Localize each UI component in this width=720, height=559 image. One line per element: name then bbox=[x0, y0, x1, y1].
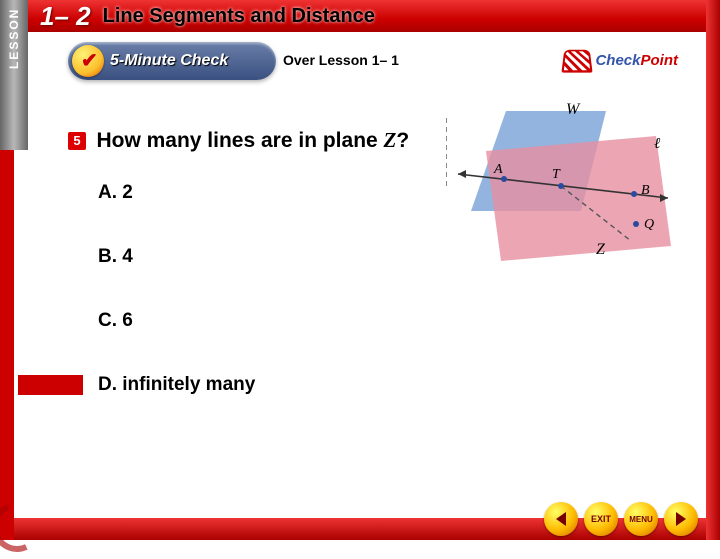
nav-buttons: EXIT MENU bbox=[544, 502, 698, 536]
answer-d-text: D. infinitely many bbox=[98, 374, 255, 395]
checkpoint-text-2: Point bbox=[641, 52, 679, 69]
border-right bbox=[706, 0, 720, 540]
question-variable: Z bbox=[384, 128, 397, 152]
nav-prev-button[interactable] bbox=[544, 502, 578, 536]
checkpoint-text-1: Check bbox=[595, 52, 640, 69]
answer-d[interactable]: D. infinitely many bbox=[98, 374, 255, 396]
question-text: How many lines are in plane Z? bbox=[96, 129, 409, 152]
label-t: T bbox=[552, 167, 561, 182]
answer-c[interactable]: C. 6 bbox=[98, 310, 255, 332]
header: 1– 2 Line Segments and Distance bbox=[28, 0, 375, 32]
lesson-title: Line Segments and Distance bbox=[103, 5, 375, 28]
label-a: A bbox=[493, 162, 503, 177]
question-text-after: ? bbox=[396, 129, 409, 152]
lesson-number: 1– 2 bbox=[40, 1, 91, 32]
label-b: B bbox=[641, 183, 650, 198]
over-lesson-label: Over Lesson 1– 1 bbox=[283, 52, 399, 68]
question-text-before: How many lines are in plane bbox=[96, 129, 383, 152]
five-minute-check-badge: 5-Minute Check bbox=[68, 42, 276, 80]
answers-list: A. 2 B. 4 C. 6 D. infinitely many bbox=[98, 182, 255, 438]
answer-b[interactable]: B. 4 bbox=[98, 246, 255, 268]
label-z: Z bbox=[596, 241, 606, 258]
nav-next-button[interactable] bbox=[664, 502, 698, 536]
five-minute-check-row: 5-Minute Check Over Lesson 1– 1 CheckPoi… bbox=[28, 38, 706, 86]
checkpoint-badge: CheckPoint bbox=[563, 48, 678, 72]
label-q: Q bbox=[644, 217, 654, 232]
arrow-right-icon bbox=[676, 512, 686, 526]
label-l: ℓ bbox=[654, 136, 660, 152]
arrow-left bbox=[458, 170, 466, 178]
label-w: W bbox=[566, 101, 581, 118]
arrow-left-icon bbox=[556, 512, 566, 526]
nav-menu-button[interactable]: MENU bbox=[624, 502, 658, 536]
lesson-tab: LESSON bbox=[0, 0, 28, 150]
point-t bbox=[558, 183, 564, 189]
answer-a[interactable]: A. 2 bbox=[98, 182, 255, 204]
checkpoint-icon bbox=[562, 50, 593, 73]
check-icon bbox=[72, 45, 104, 77]
question-number-icon: 5 bbox=[68, 132, 86, 150]
content-area: 5-Minute Check Over Lesson 1– 1 CheckPoi… bbox=[28, 32, 706, 518]
nav-exit-button[interactable]: EXIT bbox=[584, 502, 618, 536]
point-q bbox=[633, 221, 639, 227]
point-b bbox=[631, 191, 637, 197]
plane-z bbox=[486, 136, 671, 261]
five-minute-check-label: 5-Minute Check bbox=[110, 52, 228, 70]
answer-highlight bbox=[18, 375, 83, 395]
geometry-diagram: W ℓ A T B Q Z bbox=[446, 96, 676, 276]
